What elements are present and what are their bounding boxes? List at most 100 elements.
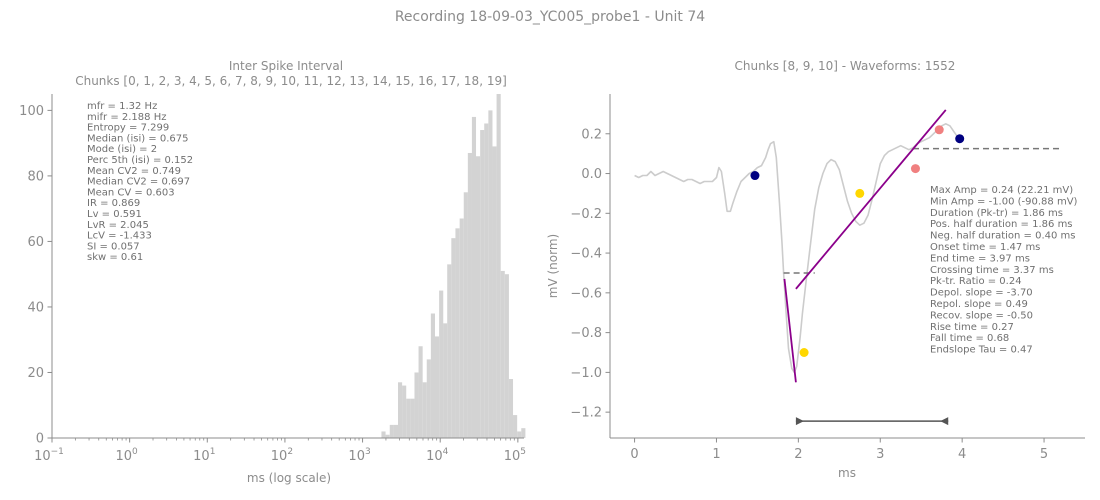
waveform-x-tick-label: 4 bbox=[958, 447, 966, 462]
isi-bar bbox=[521, 428, 526, 438]
isi-x-axis-label: ms (log scale) bbox=[247, 471, 331, 485]
isi-x-tick-label: 10−1 bbox=[34, 447, 64, 464]
isi-x-tick-base: 10 bbox=[426, 449, 443, 464]
isi-y-tick-label: 20 bbox=[27, 366, 44, 381]
isi-bar bbox=[500, 270, 505, 438]
isi-y-tick-label: 0 bbox=[36, 432, 44, 447]
isi-bar bbox=[443, 323, 448, 438]
isi-x-tick-exponent: 4 bbox=[443, 447, 449, 457]
isi-bar bbox=[484, 123, 489, 438]
waveform-trace bbox=[634, 123, 959, 374]
isi-x-tick-base: 10 bbox=[34, 449, 51, 464]
isi-bar bbox=[410, 398, 415, 438]
isi-bar bbox=[402, 385, 407, 438]
isi-bar bbox=[393, 424, 398, 438]
isi-bar bbox=[389, 424, 394, 438]
isi-stat: SI = 0.057 bbox=[87, 241, 140, 252]
isi-stat: mfr = 1.32 Hz bbox=[87, 101, 157, 112]
waveform-stat: Rise time = 0.27 bbox=[930, 322, 1014, 333]
isi-bar bbox=[426, 359, 431, 438]
isi-bar bbox=[451, 238, 456, 438]
end-point bbox=[955, 134, 965, 144]
isi-stat: mifr = 2.188 Hz bbox=[87, 112, 166, 123]
isi-x-tick-label: 103 bbox=[348, 447, 370, 464]
isi-bar bbox=[508, 379, 514, 438]
waveform-y-tick-label: −0.8 bbox=[570, 326, 602, 341]
waveform-stat: Fall time = 0.68 bbox=[930, 333, 1009, 344]
waveform-x-axis-label: ms bbox=[838, 466, 856, 480]
isi-x-tick-exponent: −1 bbox=[51, 447, 64, 457]
isi-bar bbox=[435, 336, 440, 438]
isi-x-ticks: 10−1 100 101 102 103 104 105 bbox=[34, 438, 526, 464]
isi-bar bbox=[398, 382, 403, 438]
duration-bar-end-marker bbox=[940, 417, 949, 426]
isi-subtitle: Chunks [0, 1, 2, 3, 4, 5, 6, 7, 8, 9, 10… bbox=[75, 74, 507, 88]
waveform-stat: Onset time = 1.47 ms bbox=[930, 242, 1040, 253]
isi-x-tick-base: 10 bbox=[271, 449, 288, 464]
isi-x-tick-label: 101 bbox=[193, 447, 215, 464]
half-point-point bbox=[910, 164, 920, 174]
isi-bar bbox=[385, 434, 390, 438]
isi-bar bbox=[430, 313, 435, 438]
waveform-y-tick-label: −1.0 bbox=[570, 366, 602, 381]
isi-stat: Perc 5th (isi) = 0.152 bbox=[87, 155, 193, 166]
isi-x-tick-exponent: 0 bbox=[132, 447, 138, 457]
isi-bar bbox=[471, 116, 477, 438]
trough-point bbox=[799, 347, 809, 357]
waveform-stat: Min Amp = -1.00 (-90.88 mV) bbox=[930, 196, 1078, 207]
isi-x-tick-base: 10 bbox=[504, 449, 521, 464]
waveform-stat: Pos. half duration = 1.86 ms bbox=[930, 219, 1073, 230]
waveform-y-tick-label: −0.2 bbox=[570, 207, 602, 222]
waveform-annotations: Max Amp = 0.24 (22.21 mV)Min Amp = -1.00… bbox=[930, 185, 1078, 356]
isi-x-tick-base: 10 bbox=[348, 449, 365, 464]
isi-stat: LcV = -1.433 bbox=[87, 231, 152, 242]
isi-bar bbox=[496, 94, 501, 438]
waveform-x-tick-label: 2 bbox=[794, 447, 802, 462]
isi-stat: Mean CV2 = 0.749 bbox=[87, 166, 181, 177]
isi-x-tick-exponent: 3 bbox=[365, 447, 371, 457]
isi-bar bbox=[492, 146, 497, 438]
isi-x-tick-exponent: 5 bbox=[520, 447, 526, 457]
waveform-y-tick-label: −1.2 bbox=[570, 406, 602, 421]
isi-x-tick-exponent: 1 bbox=[210, 447, 216, 457]
isi-stat: Median CV2 = 0.697 bbox=[87, 177, 190, 188]
waveform-stat: Crossing time = 3.37 ms bbox=[930, 265, 1054, 276]
isi-bar bbox=[439, 290, 444, 438]
isi-minor-ticks bbox=[74, 438, 515, 441]
isi-bar bbox=[455, 228, 460, 438]
waveform-y-axis-label: mV (norm) bbox=[546, 234, 560, 298]
isi-bar bbox=[488, 110, 493, 438]
isi-title: Inter Spike Interval bbox=[229, 59, 343, 73]
waveform-stat: Duration (Pk-tr) = 1.86 ms bbox=[930, 208, 1063, 219]
waveform-stat: Max Amp = 0.24 (22.21 mV) bbox=[930, 185, 1073, 196]
isi-bar bbox=[517, 431, 522, 438]
waveform-stat: Endslope Tau = 0.47 bbox=[930, 345, 1033, 356]
repolarization-slope-line bbox=[795, 109, 947, 290]
isi-y-ticks: 0 20 40 60 80 100 bbox=[19, 104, 52, 447]
isi-bar bbox=[480, 130, 485, 439]
waveform-y-tick-label: 0.0 bbox=[581, 167, 602, 182]
isi-bar bbox=[475, 156, 481, 438]
waveform-x-tick-label: 3 bbox=[876, 447, 884, 462]
isi-stat: Mode (isi) = 2 bbox=[87, 144, 157, 155]
isi-bars bbox=[381, 94, 526, 439]
isi-bar bbox=[418, 346, 423, 438]
isi-bar bbox=[414, 372, 419, 438]
waveform-y-tick-label: 0.2 bbox=[581, 127, 602, 142]
waveform-x-tick-label: 5 bbox=[1040, 447, 1048, 462]
isi-x-tick-label: 102 bbox=[271, 447, 293, 464]
isi-stat: IR = 0.869 bbox=[87, 198, 140, 209]
isi-x-tick-label: 105 bbox=[504, 447, 526, 464]
isi-x-tick-base: 10 bbox=[116, 449, 133, 464]
duration-bar-start-marker bbox=[795, 417, 804, 426]
isi-stat: Mean CV = 0.603 bbox=[87, 187, 175, 198]
isi-bar bbox=[406, 398, 411, 438]
crossing-point bbox=[855, 188, 865, 198]
isi-bar bbox=[459, 218, 464, 438]
isi-y-tick-label: 60 bbox=[27, 235, 44, 250]
waveform-x-tick-label: 1 bbox=[712, 447, 720, 462]
waveform-y-ticks: 0.2 0.0 −0.2 −0.4 −0.6 −0.8 −1.0 −1.2 bbox=[570, 127, 610, 421]
isi-y-tick-label: 40 bbox=[27, 300, 44, 315]
